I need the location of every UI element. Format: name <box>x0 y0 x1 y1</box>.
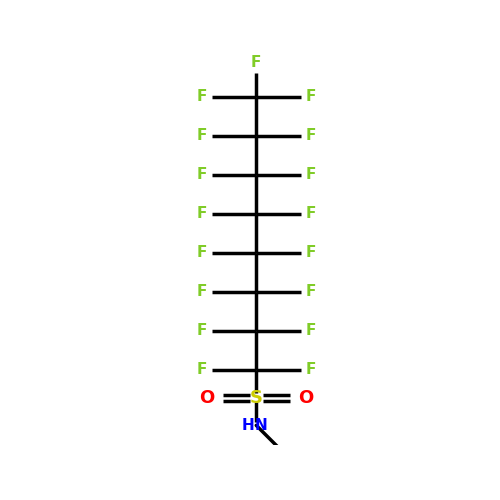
Text: N: N <box>254 418 267 433</box>
Text: F: F <box>305 324 316 338</box>
Text: O: O <box>200 388 214 406</box>
Text: F: F <box>305 246 316 260</box>
Text: F: F <box>305 128 316 143</box>
Text: F: F <box>305 362 316 378</box>
Text: F: F <box>305 89 316 104</box>
Text: S: S <box>250 388 263 406</box>
Text: H: H <box>242 418 254 433</box>
Text: F: F <box>305 284 316 300</box>
Text: F: F <box>197 206 207 221</box>
Text: O: O <box>298 388 313 406</box>
Text: F: F <box>197 246 207 260</box>
Text: F: F <box>305 167 316 182</box>
Text: F: F <box>197 167 207 182</box>
Text: F: F <box>197 89 207 104</box>
Text: F: F <box>305 206 316 221</box>
Text: F: F <box>197 128 207 143</box>
Text: F: F <box>197 324 207 338</box>
Text: F: F <box>197 362 207 378</box>
Text: F: F <box>197 284 207 300</box>
Text: F: F <box>251 56 262 70</box>
